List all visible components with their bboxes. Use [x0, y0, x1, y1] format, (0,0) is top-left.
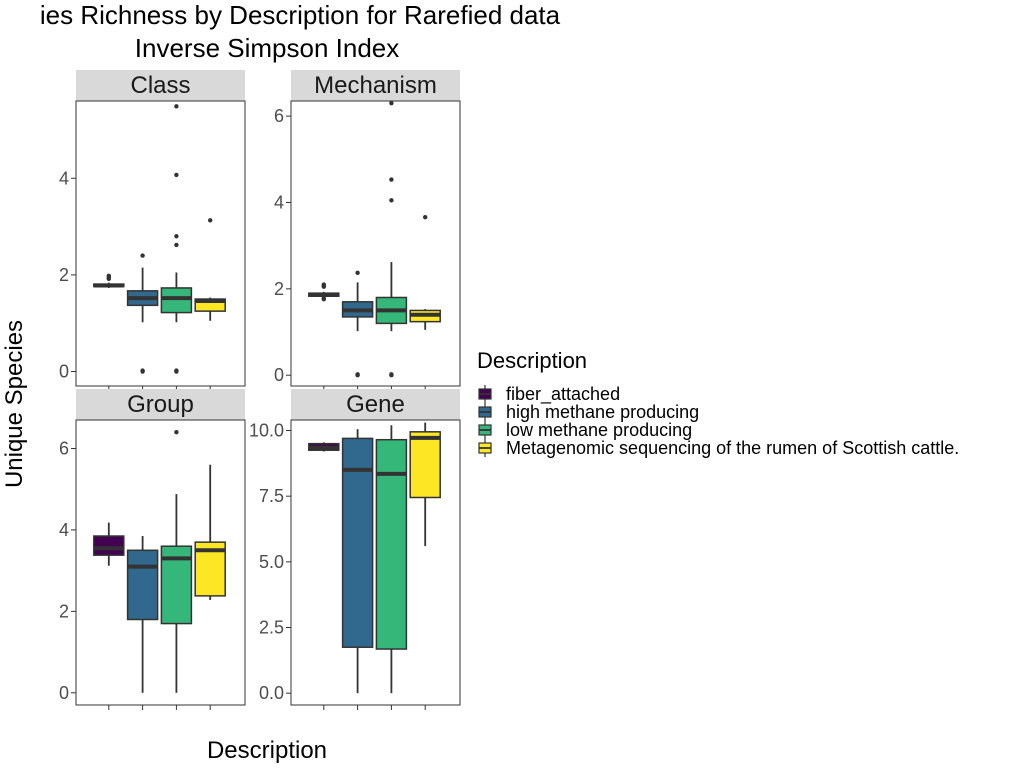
y-tick-label: 2: [59, 601, 69, 621]
outlier-point: [174, 234, 179, 239]
box-4: [409, 214, 441, 330]
outlier-point: [174, 368, 179, 373]
y-axis-title: Unique Species: [1, 320, 28, 488]
outlier-point: [389, 177, 394, 182]
box-1: [93, 522, 125, 566]
legend-label: fiber_attached: [506, 384, 620, 405]
y-tick-label: 5.0: [259, 552, 284, 572]
outlier-point: [389, 198, 394, 203]
box-body: [341, 437, 374, 648]
legend-item-4: Metagenomic sequencing of the rumen of S…: [478, 438, 959, 458]
chart-title-line2: Inverse Simpson Index: [135, 33, 399, 63]
y-tick-label: 0: [274, 365, 284, 385]
y-tick-label: 6: [59, 439, 69, 459]
legend-label: Metagenomic sequencing of the rumen of S…: [506, 438, 959, 458]
box-3: [160, 430, 193, 693]
panel-gene: Gene 0.0 2.5 5.0 7.5 10.0: [249, 389, 461, 710]
outlier-point: [389, 100, 394, 106]
legend-label: high methane producing: [506, 402, 699, 422]
legend-item-3: low methane producing: [478, 420, 692, 440]
panel-border: [290, 419, 461, 706]
y-tick-label: 6: [274, 106, 284, 126]
legend-title: Description: [477, 348, 587, 373]
facet-strip: [291, 70, 460, 101]
y-tick-label: 4: [274, 192, 284, 212]
box-2: [341, 429, 374, 694]
outlier-point: [208, 218, 213, 223]
x-axis-title: Description: [207, 737, 327, 764]
outlier-point: [174, 242, 179, 248]
panel-border: [75, 419, 246, 706]
panel-border: [75, 100, 246, 387]
outlier-point: [355, 372, 360, 377]
box-body: [93, 535, 125, 556]
y-tick-label: 0: [59, 362, 69, 382]
outlier-point: [389, 372, 394, 377]
outlier-point: [106, 273, 112, 279]
box-1: [93, 273, 125, 288]
y-tick-label: 0.0: [259, 683, 284, 703]
box-2: [341, 270, 374, 378]
outlier-point: [355, 270, 360, 276]
box-body: [126, 549, 159, 621]
facet-panels: Class 0 2 4 Mechanism 0 2 4 6 Group 0 2 4 6 Gene 0.0 2.5…: [59, 70, 461, 710]
box-1: [308, 442, 340, 452]
panel-class: Class 0 2 4: [59, 70, 246, 391]
box-body: [160, 287, 193, 314]
y-tick-label: 4: [59, 520, 69, 540]
box-3: [160, 104, 193, 374]
box-body: [409, 431, 441, 499]
box-2: [126, 536, 159, 693]
box-3: [375, 100, 408, 378]
facet-label: Gene: [346, 391, 405, 418]
facet-strip: [76, 70, 245, 101]
outlier-point: [321, 282, 326, 287]
legend-label: low methane producing: [506, 420, 692, 440]
y-tick-label: 10.0: [249, 421, 284, 441]
box-body: [375, 438, 408, 650]
y-tick-label: 2.5: [259, 618, 284, 638]
outlier-point: [140, 253, 145, 258]
legend-item-2: high methane producing: [478, 402, 699, 422]
box-4: [194, 218, 226, 321]
box-2: [126, 253, 159, 374]
panel-border: [290, 100, 461, 387]
y-tick-label: 2: [274, 279, 284, 299]
panel-group: Group 0 2 4 6: [59, 389, 246, 710]
y-tick-label: 7.5: [259, 486, 284, 506]
outlier-point: [423, 214, 428, 220]
y-tick-label: 2: [59, 265, 69, 285]
chart-title-line1: ies Richness by Description for Rarefied…: [40, 0, 561, 30]
y-tick-label: 0: [59, 683, 69, 703]
outlier-point: [321, 296, 326, 301]
box-1: [308, 282, 340, 302]
y-tick-label: 4: [59, 168, 69, 188]
box-4: [194, 464, 226, 600]
outlier-point: [174, 104, 179, 109]
facet-strip: [291, 389, 460, 420]
box-4: [409, 422, 441, 547]
facet-label: Group: [127, 391, 194, 418]
outlier-point: [140, 368, 145, 373]
panel-mechanism: Mechanism 0 2 4 6: [274, 70, 461, 391]
facet-label: Mechanism: [314, 72, 437, 99]
legend-item-1: fiber_attached: [478, 384, 620, 405]
outlier-point: [174, 172, 179, 178]
box-3: [375, 425, 408, 694]
outlier-point: [174, 430, 179, 435]
facet-label: Class: [130, 72, 190, 99]
facet-strip: [76, 389, 245, 420]
